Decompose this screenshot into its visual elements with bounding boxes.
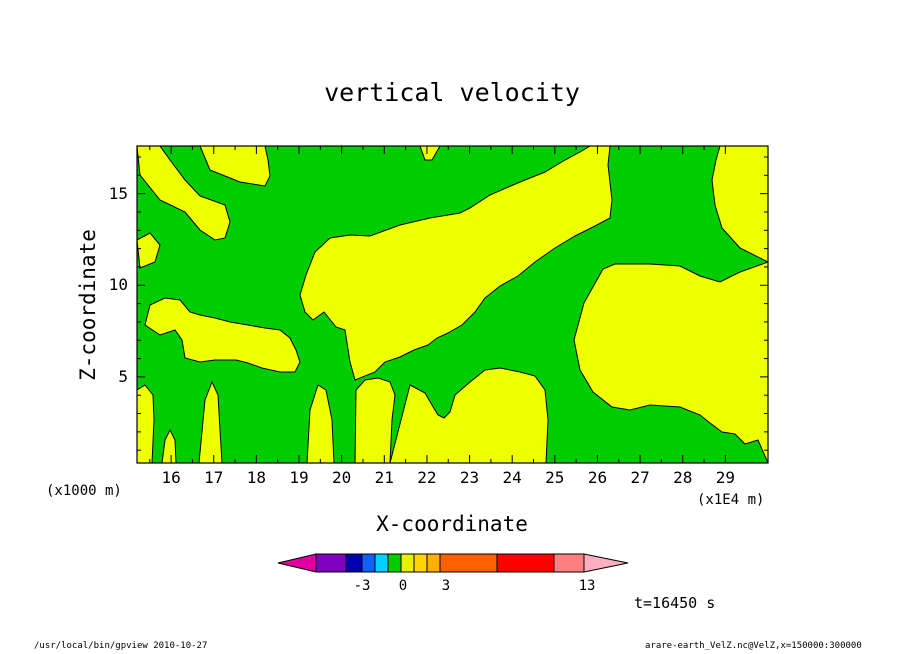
x-tick-label: 22 [417, 468, 437, 487]
colorbar-cell [387, 553, 402, 573]
y-unit-note: (x1E4 m) [697, 492, 765, 508]
x-tick-label: 23 [459, 468, 480, 487]
region-bottom-6 [389, 367, 549, 464]
colorbar-min-arrow [277, 553, 317, 573]
colorbar-cell [496, 553, 555, 573]
y-tick-label: 5 [118, 366, 128, 386]
region-bottom-left [136, 384, 155, 464]
x-unit-note: (x1000 m) [46, 483, 122, 499]
colorbar-tick-label: -3 [353, 578, 371, 594]
colorbar-tick-label: 0 [398, 578, 408, 594]
footer-left: /usr/local/bin/gpview 2010-10-27 [34, 641, 208, 651]
colorbar-cell [413, 553, 428, 573]
x-tick-label: 20 [332, 468, 352, 487]
time-label: t=16450 s [634, 594, 716, 612]
positive-regions [136, 145, 769, 464]
y-axis-label: Z-coordinate [76, 229, 100, 381]
x-tick-label: 25 [545, 468, 565, 487]
colorbar-cell [439, 553, 498, 573]
region-left-band [136, 145, 231, 241]
region-bottom-5 [354, 377, 396, 464]
x-tick-label: 26 [587, 468, 608, 487]
x-tick-label: 16 [161, 468, 181, 487]
y-tick-label: 15 [108, 183, 128, 203]
chart-title: vertical velocity [324, 78, 580, 107]
x-tick-label: 28 [673, 468, 693, 487]
region-mid-left [144, 297, 301, 373]
region-left-patch [136, 232, 161, 269]
colorbar-cell [426, 553, 441, 573]
colorbar-cell [374, 553, 389, 573]
axis-tickmarks [137, 146, 768, 463]
x-tick-label: 21 [374, 468, 394, 487]
colorbar-tick-label: 13 [578, 578, 596, 594]
footer-right: arare-earth_VelZ.nc@VelZ,x=150000:300000 [645, 641, 862, 651]
x-tick-label: 29 [715, 468, 735, 487]
x-tick-label: 24 [502, 468, 522, 487]
plot-frame [136, 145, 769, 464]
colorbar [277, 553, 629, 573]
colorbar-cell [345, 553, 363, 573]
x-tick-label: 18 [246, 468, 266, 487]
colorbar-cell [400, 553, 415, 573]
x-tick-label: 19 [289, 468, 309, 487]
colorbar-tick-label: 3 [441, 578, 451, 594]
region-top-left [199, 145, 271, 187]
region-central-band [299, 145, 613, 381]
colorbar-cell [361, 553, 376, 573]
x-tick-label: 17 [204, 468, 224, 487]
x-axis-label: X-coordinate [376, 512, 528, 536]
x-tick-label: 27 [630, 468, 650, 487]
colorbar-max-arrow [583, 553, 629, 573]
colorbar-cell [315, 553, 347, 573]
colorbar-cell [553, 553, 585, 573]
y-tick-label: 10 [108, 275, 128, 295]
